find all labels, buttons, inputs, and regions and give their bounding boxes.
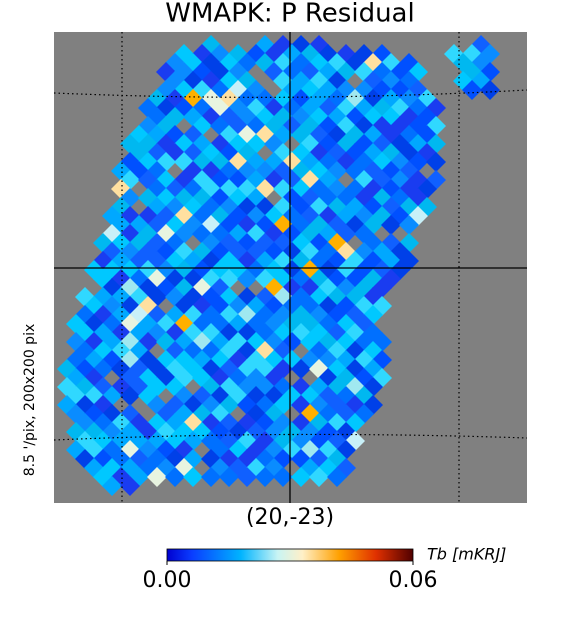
side-label: 8.5 '/pix, 200x200 pix — [22, 324, 38, 476]
map-tile — [291, 359, 311, 379]
map-tile — [273, 467, 293, 487]
map-tile — [120, 386, 140, 406]
map-tile — [120, 476, 140, 496]
map-tile — [426, 152, 446, 172]
map-tile — [309, 467, 329, 487]
map-tile — [237, 269, 257, 289]
map-tile — [237, 467, 257, 487]
colorbar-label: Tb [mKRJ] — [427, 545, 506, 564]
map-tile — [102, 476, 122, 496]
colorbar-tick-label: 0.00 — [143, 568, 192, 593]
map-tile — [381, 215, 401, 235]
map-tile — [480, 80, 500, 100]
map-tile — [399, 215, 419, 235]
colorbar-tick-label: 0.06 — [389, 568, 438, 593]
chart-title: WMAPK: P Residual — [165, 0, 414, 29]
map-tile — [165, 467, 185, 487]
map-tile — [147, 467, 167, 487]
map-tile — [201, 467, 221, 487]
map-tile — [327, 467, 347, 487]
map-tile — [462, 80, 482, 100]
colorbar — [166, 548, 414, 562]
map-tile — [291, 467, 311, 487]
center-label: (20,-23) — [246, 505, 334, 530]
map-tile — [219, 467, 239, 487]
map-tile — [255, 467, 275, 487]
map-tile — [183, 467, 203, 487]
